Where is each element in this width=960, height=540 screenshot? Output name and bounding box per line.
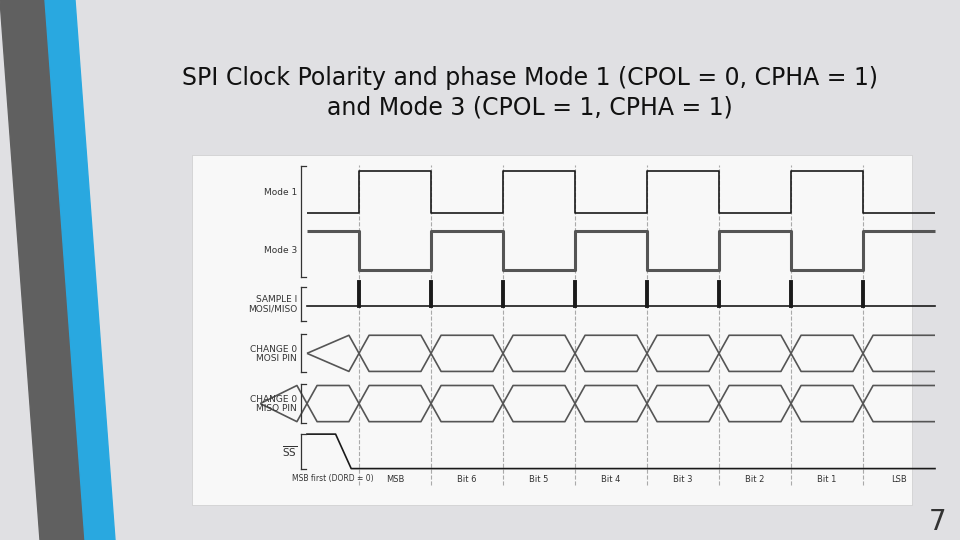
Text: CHANGE 0: CHANGE 0 — [250, 395, 297, 404]
Text: $\overline{\mathrm{SS}}$: $\overline{\mathrm{SS}}$ — [282, 444, 297, 458]
Text: MOSI PIN: MOSI PIN — [256, 354, 297, 363]
Polygon shape — [0, 0, 85, 540]
Text: and Mode 3 (CPOL = 1, CPHA = 1): and Mode 3 (CPOL = 1, CPHA = 1) — [327, 96, 732, 120]
Text: Bit 3: Bit 3 — [673, 475, 693, 483]
Text: 7: 7 — [929, 508, 947, 536]
Text: MSB first (DORD = 0): MSB first (DORD = 0) — [292, 475, 373, 483]
Text: SPI Clock Polarity and phase Mode 1 (CPOL = 0, CPHA = 1): SPI Clock Polarity and phase Mode 1 (CPO… — [182, 66, 878, 90]
Text: Bit 5: Bit 5 — [529, 475, 549, 483]
Text: MISO PIN: MISO PIN — [256, 404, 297, 413]
Text: Bit 6: Bit 6 — [457, 475, 477, 483]
Text: MOSI/MISO: MOSI/MISO — [248, 305, 297, 313]
Text: Mode 1: Mode 1 — [264, 188, 297, 197]
Text: SAMPLE I: SAMPLE I — [255, 295, 297, 305]
Text: CHANGE 0: CHANGE 0 — [250, 345, 297, 354]
Bar — [192, 155, 912, 505]
Text: Bit 2: Bit 2 — [745, 475, 765, 483]
Text: MSB: MSB — [386, 475, 404, 483]
Text: Mode 3: Mode 3 — [264, 246, 297, 255]
Text: Bit 4: Bit 4 — [601, 475, 621, 483]
Text: Bit 1: Bit 1 — [817, 475, 837, 483]
Polygon shape — [45, 0, 115, 540]
Text: LSB: LSB — [891, 475, 907, 483]
